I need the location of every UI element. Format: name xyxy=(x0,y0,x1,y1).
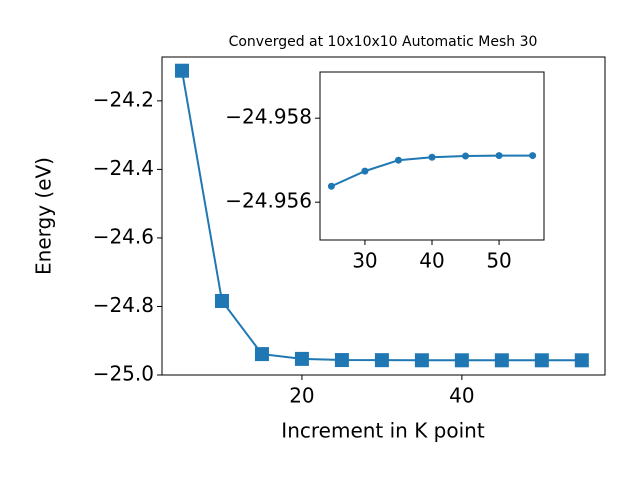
x-tick-label: 40 xyxy=(419,249,444,273)
marker xyxy=(454,353,469,368)
marker xyxy=(361,167,369,175)
marker xyxy=(334,353,349,368)
marker xyxy=(529,152,537,160)
y-tick-label: −24.2 xyxy=(93,87,154,111)
marker xyxy=(462,152,470,160)
marker xyxy=(494,353,509,368)
marker xyxy=(374,353,389,368)
marker xyxy=(394,156,402,164)
y-tick-label: −25.0 xyxy=(93,362,154,386)
y-tick-label: −24.956 xyxy=(225,189,312,213)
y-tick-label: −24.958 xyxy=(225,105,312,129)
y-tick-label: −24.6 xyxy=(93,224,154,248)
x-axis-label: Increment in K point xyxy=(281,419,485,443)
marker xyxy=(254,347,269,362)
x-tick-label: 30 xyxy=(352,249,377,273)
x-tick-label: 40 xyxy=(449,384,474,408)
x-tick-label: 20 xyxy=(289,384,314,408)
axes-frame xyxy=(161,56,606,376)
marker xyxy=(428,153,436,161)
chart-title: Converged at 10x10x10 Automatic Mesh 30 xyxy=(229,34,538,50)
marker xyxy=(414,353,429,368)
x-tick-label: 50 xyxy=(486,249,511,273)
marker xyxy=(495,152,503,160)
axes-frame xyxy=(319,71,545,241)
marker xyxy=(574,353,589,368)
marker xyxy=(327,182,335,190)
marker xyxy=(294,351,309,366)
y-tick-label: −24.4 xyxy=(93,156,154,180)
marker xyxy=(214,293,229,308)
y-tick-label: −24.8 xyxy=(93,293,154,317)
marker xyxy=(534,353,549,368)
y-axis-label: Energy (eV) xyxy=(32,157,56,275)
marker xyxy=(174,63,189,78)
